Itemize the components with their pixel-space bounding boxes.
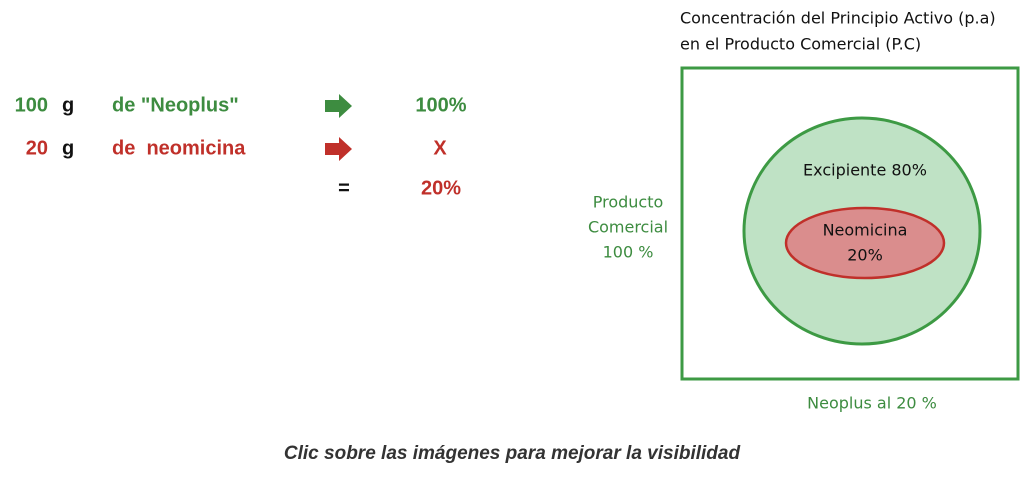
active-label: Neomicina	[823, 221, 908, 240]
arrow	[325, 137, 352, 161]
bottom-label: Neoplus al 20 %	[807, 394, 937, 413]
diagram-title: en el Producto Comercial (P.C)	[680, 35, 921, 54]
label: de neomicina	[112, 137, 246, 159]
excipient-label: Excipiente 80%	[803, 161, 927, 180]
equals: =	[338, 177, 350, 199]
side-label: 100 %	[603, 243, 654, 262]
amount: 100	[15, 94, 48, 116]
amount: 20	[26, 137, 48, 159]
caption: Clic sobre las imágenes para mejorar la …	[284, 443, 741, 464]
active-label: 20%	[847, 246, 883, 265]
answer: 20%	[421, 177, 461, 199]
result: 100%	[415, 94, 466, 116]
side-label: Producto	[593, 193, 664, 212]
unit: g	[62, 137, 74, 159]
active-ellipse	[784, 206, 946, 280]
side-label: Comercial	[588, 218, 668, 237]
result: X	[433, 137, 447, 159]
product-box	[680, 66, 1020, 381]
unit: g	[62, 94, 74, 116]
arrow	[325, 94, 352, 118]
diagram-title: Concentración del Principio Activo (p.a)	[680, 9, 996, 28]
label: de "Neoplus"	[112, 94, 239, 116]
